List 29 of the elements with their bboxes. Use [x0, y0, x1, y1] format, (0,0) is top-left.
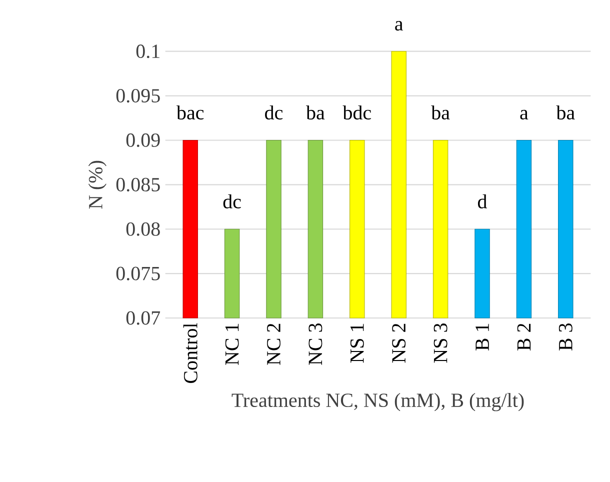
y-tick-label: 0.075 [116, 266, 160, 280]
annotation: dc [223, 194, 241, 208]
annotation: ba [431, 105, 450, 120]
annotation: a [520, 110, 528, 120]
annotation: d [478, 194, 487, 208]
x-tick-label: B 1 [476, 324, 489, 350]
y-tick-label: 0.095 [116, 88, 160, 103]
annotation: dc [265, 105, 283, 120]
x-tick-label: B 2 [517, 324, 531, 350]
y-tick-label: 0.07 [126, 311, 160, 325]
x-tick-label: NC 2 [267, 324, 280, 365]
x-tick-label: B 3 [558, 324, 572, 350]
annotation: bac [176, 105, 204, 120]
y-axis-title: N (%) [88, 160, 106, 209]
y-tick-label: 0.1 [136, 44, 160, 58]
x-tick-label: NC 3 [308, 324, 322, 365]
x-tick-label: NS 3 [434, 324, 448, 363]
x-tick-label: NS 2 [392, 324, 406, 363]
annotation: a [395, 21, 404, 31]
x-tick-label: NS 1 [350, 324, 364, 363]
annotation: ba [556, 105, 575, 120]
y-tick-label: 0.09 [126, 133, 160, 148]
x-axis-title: Treatments NC, NS (mM), B (mg/lt) [232, 392, 524, 412]
y-tick-label: 0.08 [126, 222, 160, 236]
annotation: bdc [342, 105, 371, 120]
x-tick-label: NC 1 [225, 324, 239, 365]
annotation: ba [306, 105, 325, 120]
y-tick-label: 0.085 [116, 178, 160, 192]
x-tick-label: Control [183, 323, 198, 384]
